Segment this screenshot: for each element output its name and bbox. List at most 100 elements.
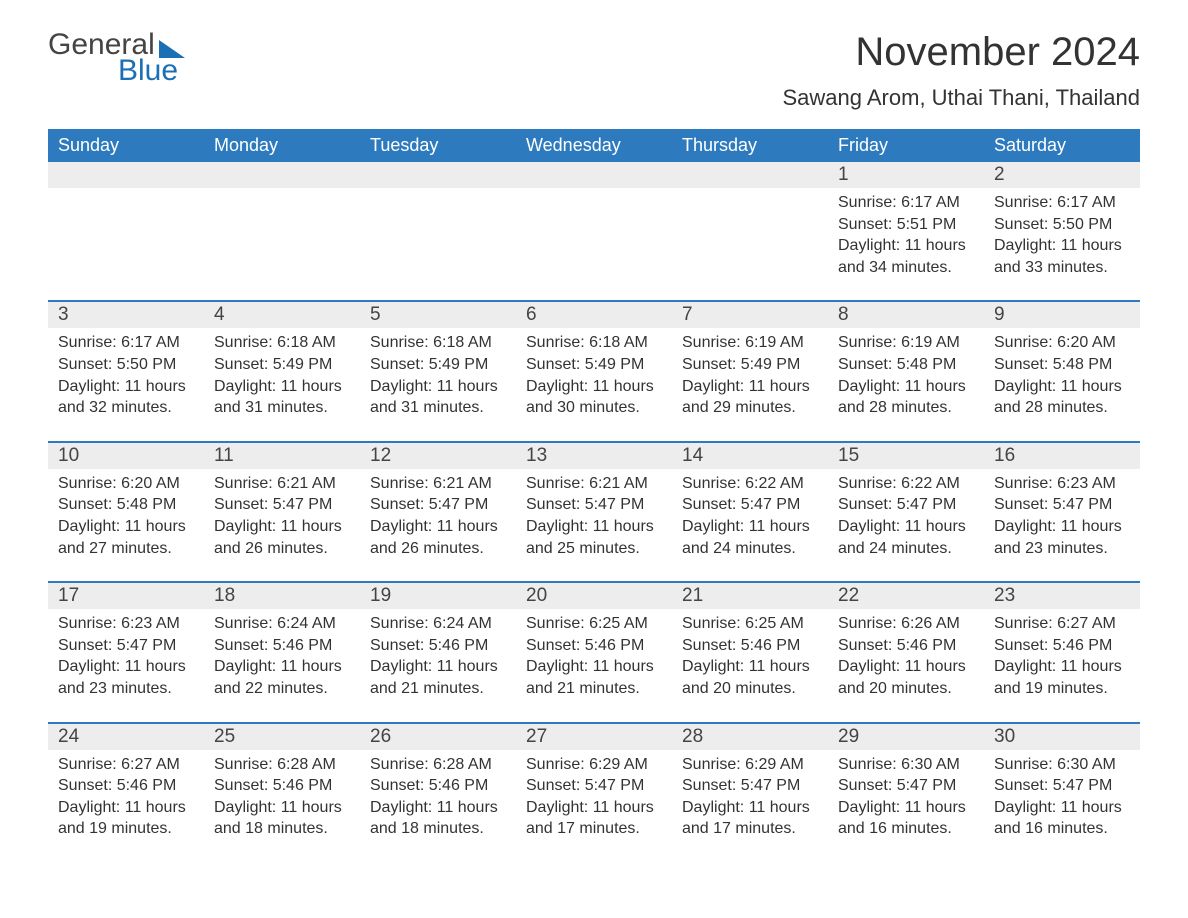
sunrise-line: Sunrise: 6:27 AM: [58, 754, 194, 776]
day-content-cell: Sunrise: 6:25 AMSunset: 5:46 PMDaylight:…: [672, 609, 828, 722]
day-content-cell: Sunrise: 6:30 AMSunset: 5:47 PMDaylight:…: [828, 750, 984, 862]
week-daynum-row: 24252627282930: [48, 723, 1140, 750]
weekday-header-row: SundayMondayTuesdayWednesdayThursdayFrid…: [48, 129, 1140, 162]
day-number-cell: 17: [48, 582, 204, 609]
daylight-line: Daylight: 11 hours and 18 minutes.: [214, 797, 350, 840]
day-number-cell: 23: [984, 582, 1140, 609]
sunset-line: Sunset: 5:49 PM: [526, 354, 662, 376]
day-content-cell: [360, 188, 516, 301]
day-number-cell: 29: [828, 723, 984, 750]
day-content-cell: Sunrise: 6:17 AMSunset: 5:50 PMDaylight:…: [984, 188, 1140, 301]
daylight-line: Daylight: 11 hours and 31 minutes.: [370, 376, 506, 419]
day-number-cell: 19: [360, 582, 516, 609]
calendar-table: SundayMondayTuesdayWednesdayThursdayFrid…: [48, 129, 1140, 862]
day-content-cell: [516, 188, 672, 301]
day-content-cell: Sunrise: 6:17 AMSunset: 5:51 PMDaylight:…: [828, 188, 984, 301]
sunrise-line: Sunrise: 6:23 AM: [994, 473, 1130, 495]
sunset-line: Sunset: 5:46 PM: [838, 635, 974, 657]
day-number-cell: 5: [360, 301, 516, 328]
daylight-line: Daylight: 11 hours and 31 minutes.: [214, 376, 350, 419]
sunset-line: Sunset: 5:46 PM: [214, 775, 350, 797]
daylight-line: Daylight: 11 hours and 17 minutes.: [526, 797, 662, 840]
page-title: November 2024: [782, 30, 1140, 75]
day-content-cell: Sunrise: 6:18 AMSunset: 5:49 PMDaylight:…: [516, 328, 672, 441]
daylight-line: Daylight: 11 hours and 21 minutes.: [526, 656, 662, 699]
daylight-line: Daylight: 11 hours and 28 minutes.: [838, 376, 974, 419]
day-content-cell: [48, 188, 204, 301]
sunrise-line: Sunrise: 6:20 AM: [994, 332, 1130, 354]
sunset-line: Sunset: 5:49 PM: [214, 354, 350, 376]
day-number-cell: 3: [48, 301, 204, 328]
sunrise-line: Sunrise: 6:18 AM: [370, 332, 506, 354]
sunrise-line: Sunrise: 6:29 AM: [526, 754, 662, 776]
day-content-cell: Sunrise: 6:20 AMSunset: 5:48 PMDaylight:…: [48, 469, 204, 582]
sunset-line: Sunset: 5:46 PM: [682, 635, 818, 657]
logo: General Blue: [48, 30, 185, 86]
daylight-line: Daylight: 11 hours and 23 minutes.: [58, 656, 194, 699]
day-number-cell: 30: [984, 723, 1140, 750]
weekday-header: Tuesday: [360, 129, 516, 162]
daylight-line: Daylight: 11 hours and 32 minutes.: [58, 376, 194, 419]
sunrise-line: Sunrise: 6:21 AM: [370, 473, 506, 495]
day-number-cell: 12: [360, 442, 516, 469]
sunrise-line: Sunrise: 6:22 AM: [682, 473, 818, 495]
weekday-header: Friday: [828, 129, 984, 162]
day-number-cell: [48, 162, 204, 188]
sunset-line: Sunset: 5:47 PM: [214, 494, 350, 516]
daylight-line: Daylight: 11 hours and 34 minutes.: [838, 235, 974, 278]
sunrise-line: Sunrise: 6:27 AM: [994, 613, 1130, 635]
day-content-cell: Sunrise: 6:18 AMSunset: 5:49 PMDaylight:…: [204, 328, 360, 441]
sunrise-line: Sunrise: 6:29 AM: [682, 754, 818, 776]
daylight-line: Daylight: 11 hours and 20 minutes.: [682, 656, 818, 699]
day-number-cell: 13: [516, 442, 672, 469]
day-content-cell: Sunrise: 6:25 AMSunset: 5:46 PMDaylight:…: [516, 609, 672, 722]
day-content-cell: Sunrise: 6:17 AMSunset: 5:50 PMDaylight:…: [48, 328, 204, 441]
day-number-cell: 1: [828, 162, 984, 188]
location-text: Sawang Arom, Uthai Thani, Thailand: [782, 85, 1140, 111]
daylight-line: Daylight: 11 hours and 28 minutes.: [994, 376, 1130, 419]
daylight-line: Daylight: 11 hours and 16 minutes.: [994, 797, 1130, 840]
day-number-cell: [516, 162, 672, 188]
day-content-cell: Sunrise: 6:26 AMSunset: 5:46 PMDaylight:…: [828, 609, 984, 722]
daylight-line: Daylight: 11 hours and 23 minutes.: [994, 516, 1130, 559]
day-content-cell: Sunrise: 6:23 AMSunset: 5:47 PMDaylight:…: [984, 469, 1140, 582]
sunrise-line: Sunrise: 6:28 AM: [214, 754, 350, 776]
day-content-cell: Sunrise: 6:21 AMSunset: 5:47 PMDaylight:…: [204, 469, 360, 582]
sunrise-line: Sunrise: 6:30 AM: [838, 754, 974, 776]
sunset-line: Sunset: 5:47 PM: [994, 775, 1130, 797]
sunset-line: Sunset: 5:46 PM: [370, 635, 506, 657]
weekday-header: Monday: [204, 129, 360, 162]
day-content-cell: [672, 188, 828, 301]
sunrise-line: Sunrise: 6:17 AM: [838, 192, 974, 214]
week-content-row: Sunrise: 6:27 AMSunset: 5:46 PMDaylight:…: [48, 750, 1140, 862]
daylight-line: Daylight: 11 hours and 26 minutes.: [370, 516, 506, 559]
weekday-header: Thursday: [672, 129, 828, 162]
day-number-cell: 16: [984, 442, 1140, 469]
sunset-line: Sunset: 5:46 PM: [526, 635, 662, 657]
sunrise-line: Sunrise: 6:23 AM: [58, 613, 194, 635]
day-content-cell: Sunrise: 6:30 AMSunset: 5:47 PMDaylight:…: [984, 750, 1140, 862]
day-content-cell: Sunrise: 6:22 AMSunset: 5:47 PMDaylight:…: [672, 469, 828, 582]
sunset-line: Sunset: 5:47 PM: [994, 494, 1130, 516]
day-content-cell: [204, 188, 360, 301]
sunset-line: Sunset: 5:47 PM: [370, 494, 506, 516]
sunrise-line: Sunrise: 6:19 AM: [838, 332, 974, 354]
sunrise-line: Sunrise: 6:30 AM: [994, 754, 1130, 776]
week-content-row: Sunrise: 6:17 AMSunset: 5:51 PMDaylight:…: [48, 188, 1140, 301]
daylight-line: Daylight: 11 hours and 17 minutes.: [682, 797, 818, 840]
sunset-line: Sunset: 5:47 PM: [682, 775, 818, 797]
sunrise-line: Sunrise: 6:20 AM: [58, 473, 194, 495]
day-number-cell: 27: [516, 723, 672, 750]
sunset-line: Sunset: 5:48 PM: [994, 354, 1130, 376]
day-content-cell: Sunrise: 6:29 AMSunset: 5:47 PMDaylight:…: [672, 750, 828, 862]
weekday-header: Sunday: [48, 129, 204, 162]
day-content-cell: Sunrise: 6:21 AMSunset: 5:47 PMDaylight:…: [516, 469, 672, 582]
daylight-line: Daylight: 11 hours and 18 minutes.: [370, 797, 506, 840]
daylight-line: Daylight: 11 hours and 26 minutes.: [214, 516, 350, 559]
day-content-cell: Sunrise: 6:22 AMSunset: 5:47 PMDaylight:…: [828, 469, 984, 582]
sunset-line: Sunset: 5:46 PM: [994, 635, 1130, 657]
daylight-line: Daylight: 11 hours and 30 minutes.: [526, 376, 662, 419]
sunrise-line: Sunrise: 6:24 AM: [214, 613, 350, 635]
sunrise-line: Sunrise: 6:21 AM: [526, 473, 662, 495]
sunset-line: Sunset: 5:46 PM: [370, 775, 506, 797]
